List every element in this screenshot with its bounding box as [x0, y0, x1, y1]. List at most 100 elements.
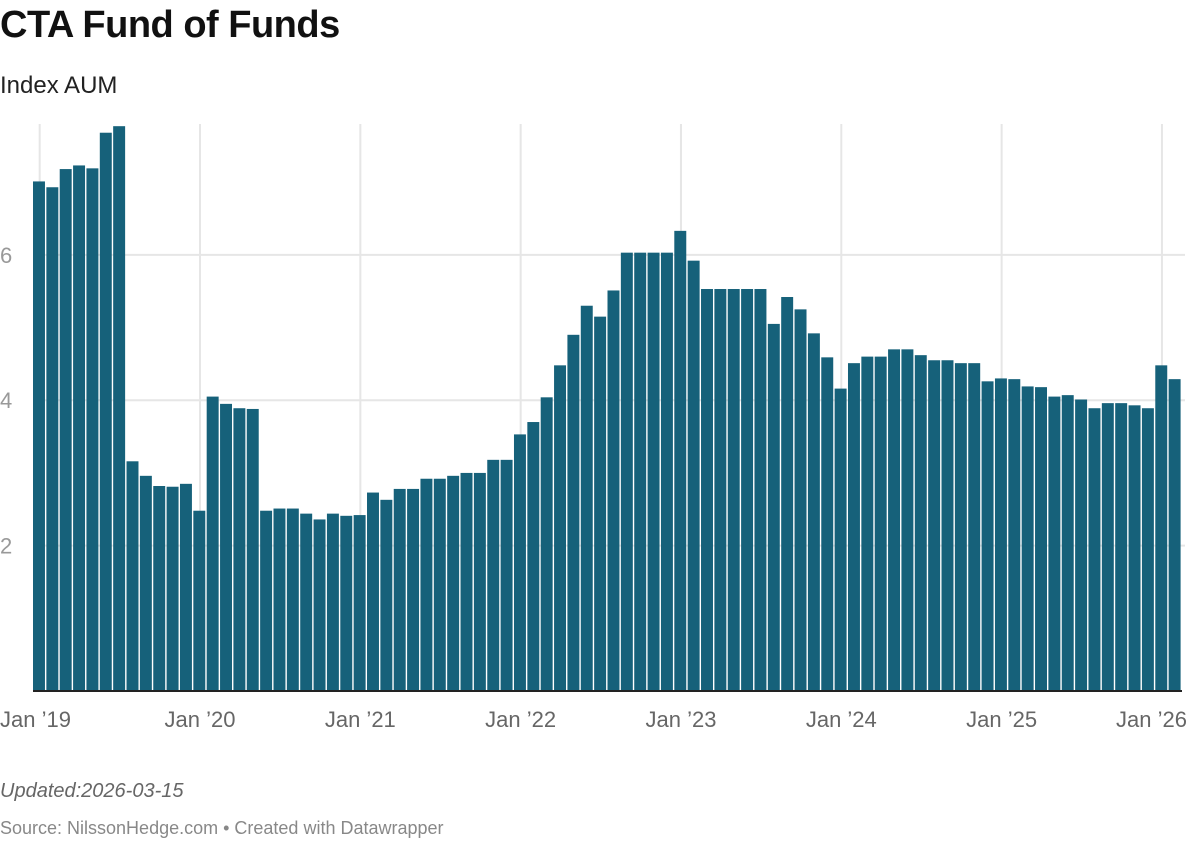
bar	[941, 360, 954, 691]
bar	[273, 508, 286, 691]
bar	[767, 323, 780, 691]
source-note: Source: NilssonHedge.com • Created with …	[0, 818, 444, 838]
bar	[1061, 395, 1074, 691]
bar	[607, 290, 620, 691]
y-tick-label: 6	[0, 243, 12, 268]
bar	[540, 397, 553, 691]
bar	[674, 230, 687, 691]
bar	[714, 289, 727, 691]
bar	[834, 388, 847, 691]
bar	[86, 168, 99, 692]
bar	[620, 252, 633, 691]
bar	[1101, 403, 1114, 691]
bar	[460, 472, 473, 691]
bar	[741, 289, 754, 691]
bar	[527, 422, 540, 691]
bar	[393, 488, 406, 691]
bar	[928, 360, 941, 691]
bar	[513, 434, 526, 691]
y-tick-label: 2	[0, 534, 12, 559]
bar	[166, 486, 179, 691]
bar	[179, 483, 192, 691]
bar	[1128, 405, 1141, 691]
bar	[994, 378, 1007, 691]
bar-chart: 2 4 6 Jan ’19 Jan ’20 Jan ’21 Jan ’22 Jan ’23 Ja…	[0, 124, 1187, 732]
bar	[380, 499, 393, 691]
bar	[914, 355, 927, 691]
bar	[367, 492, 379, 691]
x-tick-label: Jan ’26	[1116, 707, 1187, 732]
bar	[554, 365, 567, 691]
bar	[754, 289, 767, 691]
y-tick-label: 4	[0, 388, 12, 413]
bar	[113, 126, 126, 691]
bar	[634, 252, 647, 691]
chart-subtitle: Index AUM	[0, 72, 118, 99]
bar	[139, 475, 152, 691]
bar	[794, 309, 807, 691]
bar	[981, 381, 994, 691]
axis-labels: 2 4 6 Jan ’19 Jan ’20 Jan ’21 Jan ’22 Jan ’23 Ja…	[0, 243, 1187, 732]
chart-title: CTA Fund of Funds	[0, 4, 340, 46]
bar	[1168, 379, 1181, 691]
bar	[326, 513, 339, 691]
bar	[99, 132, 112, 691]
bar	[874, 356, 887, 691]
bar	[660, 252, 673, 691]
x-tick-label: Jan ’21	[325, 707, 396, 732]
bar	[901, 349, 914, 691]
bar	[1155, 365, 1168, 691]
bar	[59, 169, 72, 692]
bar	[954, 363, 967, 691]
bar	[781, 297, 794, 691]
bar	[46, 187, 59, 691]
bar	[433, 478, 446, 691]
bar	[807, 333, 820, 691]
bar	[647, 252, 660, 691]
bar	[1048, 396, 1061, 691]
bar	[286, 508, 299, 691]
bar	[567, 334, 580, 691]
x-tick-label: Jan ’19	[0, 707, 71, 732]
bar	[580, 305, 593, 691]
updated-note: Updated:2026-03-15	[0, 780, 184, 802]
bar	[594, 316, 607, 691]
bar	[1115, 403, 1128, 691]
bar	[1075, 399, 1088, 691]
bar	[487, 459, 500, 691]
bar	[1141, 408, 1154, 691]
bar	[1035, 387, 1047, 691]
bar	[447, 475, 460, 691]
bar	[313, 519, 326, 691]
bar	[420, 478, 433, 691]
bar	[220, 403, 233, 691]
bar	[968, 363, 981, 691]
bar	[847, 363, 860, 691]
x-tick-label: Jan ’20	[165, 707, 236, 732]
bar	[407, 488, 420, 691]
bar	[126, 461, 139, 691]
bar	[206, 396, 219, 691]
x-tick-label: Jan ’22	[485, 707, 556, 732]
bar	[260, 510, 273, 691]
bars	[33, 126, 1181, 692]
bar	[33, 181, 45, 691]
bar	[821, 357, 834, 691]
x-tick-label: Jan ’24	[806, 707, 877, 732]
bar	[1008, 379, 1021, 691]
bar	[500, 459, 513, 691]
bar	[353, 515, 366, 691]
bar	[473, 472, 486, 691]
bar	[861, 356, 874, 691]
bar	[73, 165, 86, 691]
bar	[888, 349, 901, 691]
bar	[300, 513, 313, 691]
x-tick-label: Jan ’23	[646, 707, 717, 732]
bar	[340, 515, 353, 691]
bar	[687, 260, 700, 691]
bar	[727, 289, 740, 691]
bar	[1088, 408, 1101, 691]
bar	[246, 408, 259, 691]
bar	[233, 408, 246, 691]
x-tick-label: Jan ’25	[966, 707, 1037, 732]
